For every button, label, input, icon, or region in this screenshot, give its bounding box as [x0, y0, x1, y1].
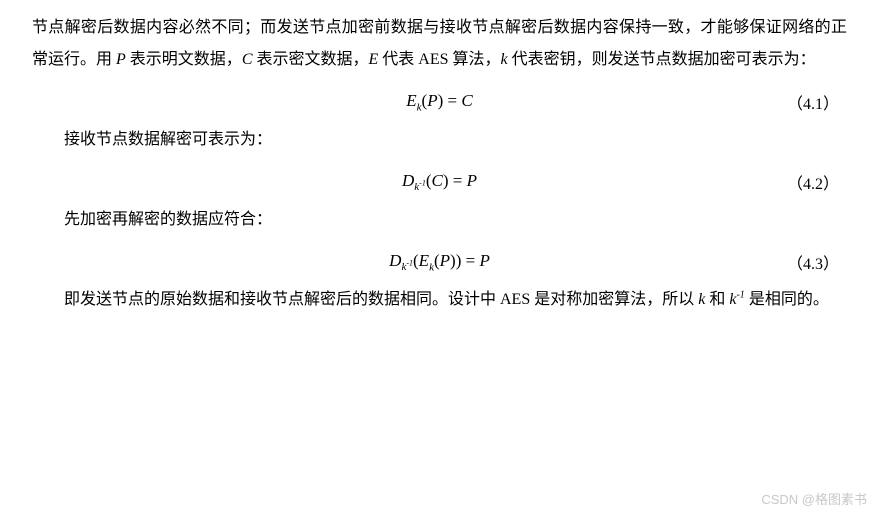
equation-1: Ek(P) = C [317, 91, 562, 113]
paragraph-intro: 节点解密后数据内容必然不同；而发送节点加密前数据与接收节点解密后数据内容保持一致… [32, 12, 847, 76]
equation-number-1: （4.1） [562, 90, 847, 114]
equation-number-2: （4.2） [562, 170, 847, 194]
var-E: E [369, 51, 379, 68]
var-C: C [242, 51, 253, 68]
paragraph-conclusion: 即发送节点的原始数据和接收节点解密后的数据相同。设计中 AES 是对称加密算法，… [32, 284, 847, 316]
eq-P: P [467, 171, 477, 190]
watermark: CSDN @格图素书 [761, 489, 867, 508]
eq-equals: = [449, 171, 467, 190]
equation-row-2: Dk-1(C) = P （4.2） [32, 170, 847, 194]
equation-number-3: （4.3） [562, 250, 847, 274]
eq-P: P [427, 91, 437, 110]
text-segment: 代表 AES 算法， [378, 51, 500, 68]
equation-row-3: Dk-1(Ek(P)) = P （4.3） [32, 250, 847, 274]
eq-P: P [479, 251, 489, 270]
var-k-inv: k-1 [729, 291, 744, 308]
text-segment: 表示明文数据， [126, 51, 242, 68]
text-segment: 代表密钥，则发送节点数据加密可表示为： [508, 51, 816, 68]
var-k: k [501, 51, 508, 68]
eq-sub-k: k-1 [414, 181, 426, 193]
eq-C: C [461, 91, 472, 110]
eq-D: D [389, 251, 401, 270]
eq-sub-k: k-1 [401, 261, 413, 273]
text-segment: 是相同的。 [745, 291, 829, 308]
text-segment: 即发送节点的原始数据和接收节点解密后的数据相同。设计中 AES 是对称加密算法，… [64, 291, 698, 308]
text-segment: 表示密文数据， [252, 51, 368, 68]
eq-E: E [406, 91, 416, 110]
eq-D: D [402, 171, 414, 190]
eq-equals: = [461, 251, 479, 270]
eq-E: E [419, 251, 429, 270]
var-P: P [116, 51, 126, 68]
paragraph-decrypt: 接收节点数据解密可表示为： [32, 124, 847, 156]
eq-P: P [440, 251, 450, 270]
text-segment: 和 [705, 291, 729, 308]
eq-C: C [432, 171, 443, 190]
equation-row-1: Ek(P) = C （4.1） [32, 90, 847, 114]
paragraph-both: 先加密再解密的数据应符合： [32, 204, 847, 236]
equation-3: Dk-1(Ek(P)) = P [317, 251, 562, 273]
equation-2: Dk-1(C) = P [317, 171, 562, 193]
eq-equals: = [443, 91, 461, 110]
